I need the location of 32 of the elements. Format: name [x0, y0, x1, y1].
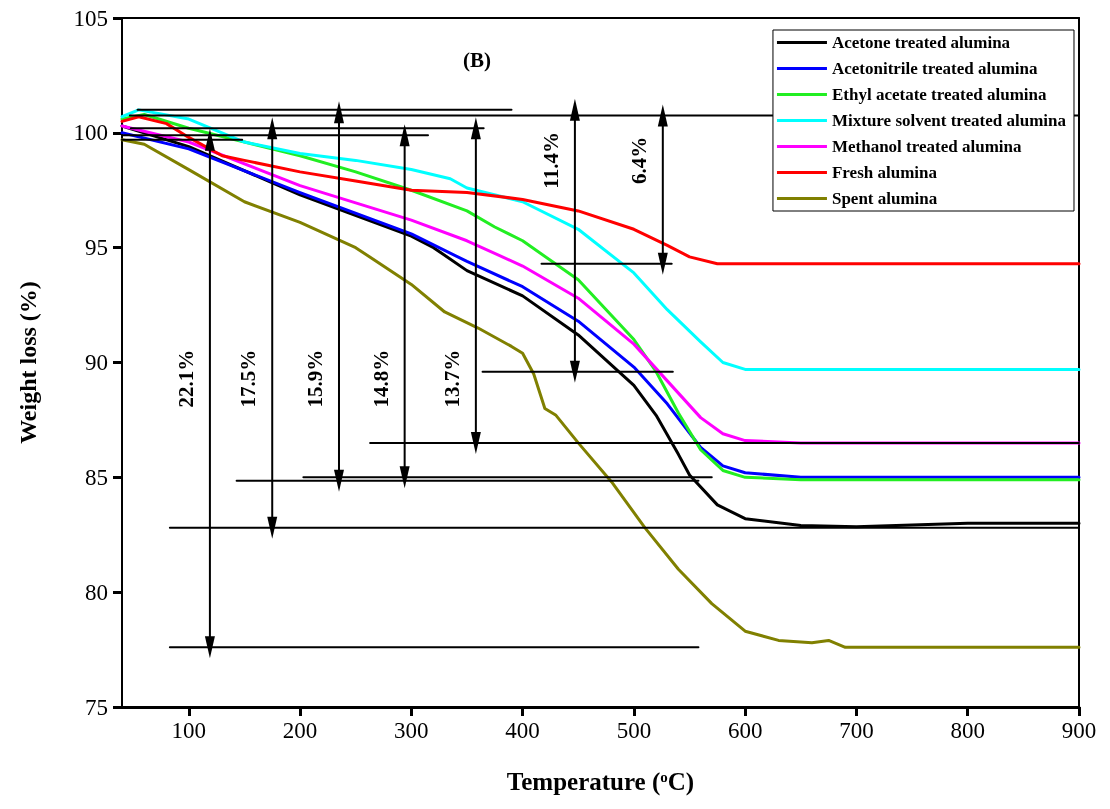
- y-tick-label: 95: [85, 235, 108, 261]
- annotation: 14.8%: [368, 349, 393, 408]
- x-tick-label: 100: [171, 718, 207, 743]
- annotation: 17.5%: [236, 349, 261, 408]
- y-tick-label: 90: [85, 350, 108, 375]
- y-axis-title: Weight loss (%): [15, 281, 41, 444]
- y-tick-label: 105: [73, 5, 108, 31]
- x-tick-label: 400: [505, 718, 540, 743]
- annotation: 15.9%: [302, 349, 327, 408]
- y-tick-label: 100: [73, 120, 108, 146]
- annotation: 13.7%: [439, 349, 464, 408]
- legend-label: Acetonitrile treated alumina: [831, 59, 1038, 78]
- legend-label: Ethyl acetate treated alumina: [831, 85, 1047, 104]
- y-tick-label: 85: [85, 464, 108, 490]
- annotation: 11.4%: [538, 132, 563, 189]
- x-tick-label: 900: [1061, 718, 1097, 743]
- legend-label: Mixture solvent treated alumina: [831, 111, 1067, 130]
- x-tick-label: 500: [616, 718, 652, 743]
- y-tick-label: 80: [85, 579, 108, 605]
- text: (B): [463, 47, 491, 72]
- y-tick-label: 75: [85, 694, 108, 720]
- legend-label: Fresh alumina: [831, 163, 938, 182]
- x-tick-label: 600: [727, 718, 763, 743]
- x-tick-label: 800: [950, 718, 985, 743]
- annotation: 6.4%: [626, 136, 651, 185]
- x-tick-label: 200: [282, 718, 318, 743]
- annotation: 22.1%: [173, 349, 198, 408]
- legend-label: Acetone treated alumina: [831, 33, 1011, 52]
- x-tick-label: 300: [394, 718, 429, 743]
- legend-label: Spent alumina: [831, 189, 938, 208]
- legend-label: Methanol treated alumina: [831, 137, 1022, 156]
- x-tick-label: 700: [839, 718, 874, 743]
